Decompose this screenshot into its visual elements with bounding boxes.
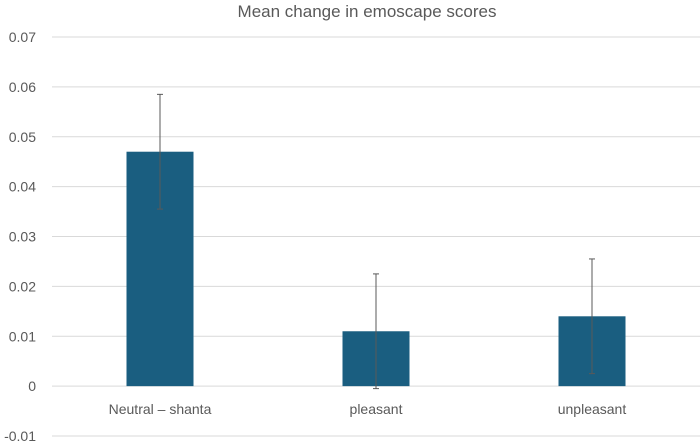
error-bars — [157, 93, 595, 390]
y-tick-label: 0.03 — [9, 229, 36, 245]
y-tick-label: 0 — [28, 378, 36, 394]
x-axis-labels: Neutral – shanta pleasant unpleasant — [109, 401, 627, 417]
y-tick-label: -0.01 — [4, 428, 36, 443]
y-tick-label: 0.02 — [9, 278, 36, 294]
y-tick-label: 0.04 — [9, 179, 36, 195]
error-bar — [373, 273, 379, 390]
y-tick-label: 0.05 — [9, 129, 36, 145]
error-bar — [589, 258, 595, 375]
x-category-label: Neutral – shanta — [109, 401, 212, 417]
chart-title: Mean change in emoscape scores — [238, 2, 497, 21]
y-tick-label: 0.06 — [9, 79, 36, 95]
y-tick-label: 0.01 — [9, 328, 36, 344]
x-category-label: unpleasant — [558, 401, 627, 417]
y-tick-label: 0.07 — [9, 29, 36, 45]
y-axis-ticks: -0.01 0 0.01 0.02 0.03 0.04 0.05 0.06 0.07 — [4, 29, 36, 443]
x-category-label: pleasant — [350, 401, 403, 417]
error-bar — [157, 93, 163, 210]
